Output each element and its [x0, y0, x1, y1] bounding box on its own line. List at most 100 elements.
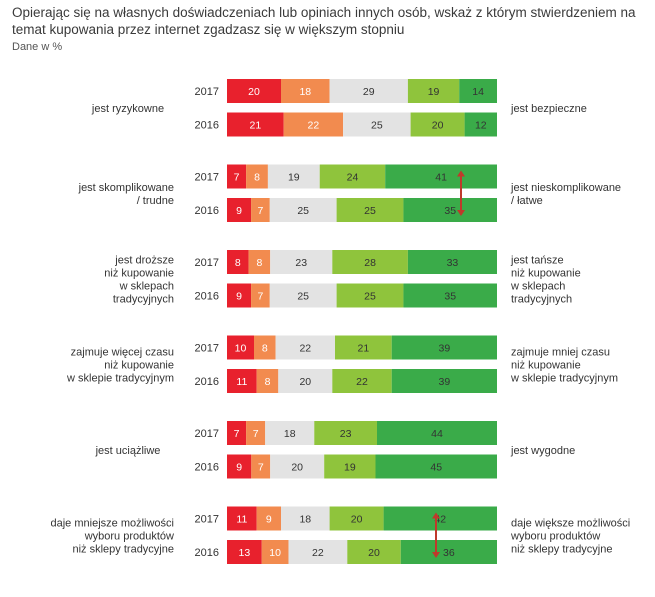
bar-segment — [329, 506, 384, 531]
bar-segment — [281, 79, 330, 103]
data-label: 39 — [439, 376, 451, 388]
data-label: 9 — [236, 462, 242, 474]
data-label: 25 — [297, 291, 309, 303]
left-label: jest skomplikowane — [78, 182, 174, 194]
data-label: 28 — [364, 257, 376, 269]
bar-segment — [269, 283, 337, 308]
year-label: 2016 — [195, 291, 219, 303]
data-label: 18 — [284, 428, 296, 440]
bar-segment — [343, 112, 411, 137]
bar-segment — [227, 112, 284, 137]
right-label: jest tańsze — [510, 254, 564, 266]
bar-segment — [407, 250, 497, 274]
right-label: niż kupowanie — [511, 359, 581, 371]
bar-segment — [227, 79, 281, 103]
bar-segment — [336, 198, 404, 222]
data-label: 7 — [257, 291, 263, 303]
data-label: 14 — [472, 86, 484, 98]
bar-segment — [256, 506, 281, 531]
right-label: wyboru produktów — [510, 530, 600, 542]
bar-segment — [403, 283, 497, 308]
bar-segment — [270, 250, 333, 274]
bar-segment — [283, 112, 344, 137]
left-label: wyboru produktów — [84, 530, 174, 542]
data-label: 7 — [257, 205, 263, 217]
bar-segment — [314, 421, 377, 445]
chart-title: Opierając się na własnych doświadczeniac… — [12, 5, 636, 37]
data-label: 10 — [235, 343, 247, 355]
year-label: 2017 — [195, 428, 219, 440]
left-label: jest droższe — [114, 254, 174, 266]
data-label: 33 — [447, 257, 459, 269]
year-label: 2016 — [195, 376, 219, 388]
bar-segment — [347, 540, 401, 564]
bar-segment — [227, 454, 252, 479]
data-label: 20 — [248, 86, 260, 98]
left-label: w sklepie tradycyjnym — [66, 372, 174, 384]
data-label: 10 — [269, 547, 281, 559]
change-arrow-head-down — [432, 552, 440, 558]
data-label: 22 — [308, 120, 320, 132]
bar-segment — [227, 540, 262, 564]
data-label: 35 — [444, 205, 456, 217]
data-label: 11 — [236, 514, 247, 526]
data-label: 20 — [368, 547, 380, 559]
bar-segment — [391, 369, 497, 393]
year-label: 2016 — [195, 120, 219, 132]
right-label: jest wygodne — [510, 445, 575, 457]
left-label: jest ryzykowne — [91, 103, 164, 115]
bar-segment — [281, 506, 330, 531]
data-label: 13 — [239, 547, 251, 559]
data-label: 35 — [444, 291, 456, 303]
data-label: 9 — [266, 514, 272, 526]
bar-segment — [227, 164, 247, 189]
right-label: jest bezpieczne — [510, 103, 587, 115]
year-label: 2016 — [195, 205, 219, 217]
left-label: niż sklepy tradycyjne — [73, 543, 175, 555]
bar-segment — [227, 283, 252, 308]
data-label: 18 — [299, 514, 311, 526]
data-label: 36 — [443, 547, 455, 559]
data-label: 7 — [253, 428, 259, 440]
bar-segment — [332, 369, 392, 393]
year-label: 2016 — [195, 462, 219, 474]
bar-segment — [251, 283, 270, 308]
data-label: 25 — [297, 205, 309, 217]
data-label: 22 — [356, 376, 368, 388]
left-label: jest uciążliwe — [95, 445, 161, 457]
bar-segment — [383, 506, 497, 531]
right-label: / łatwe — [511, 195, 543, 207]
left-label: tradycyjnych — [113, 293, 174, 305]
bar-segment — [336, 283, 404, 308]
bar-segment — [246, 421, 266, 445]
bar-segment — [251, 198, 270, 222]
data-label: 20 — [291, 462, 303, 474]
data-label: 21 — [358, 343, 370, 355]
bar-segment — [288, 540, 348, 564]
bar-segment — [227, 369, 257, 393]
change-arrow-head-up — [457, 170, 465, 177]
left-label: / trudne — [137, 195, 174, 207]
bar-segment — [278, 369, 333, 393]
data-label: 8 — [256, 257, 262, 269]
data-label: 45 — [430, 462, 442, 474]
bar-segment — [256, 369, 279, 393]
data-label: 12 — [475, 120, 487, 132]
right-label: w sklepach — [510, 280, 565, 292]
right-label: tradycyjnych — [511, 293, 572, 305]
left-label: zajmuje więcej czasu — [71, 346, 174, 358]
bar-segment — [335, 335, 392, 360]
data-label: 20 — [299, 376, 311, 388]
bar-segment — [227, 506, 257, 531]
year-label: 2017 — [195, 172, 219, 184]
bar-segment — [459, 79, 497, 103]
bar-segment — [254, 335, 276, 360]
data-label: 8 — [262, 343, 268, 355]
bar-segment — [407, 79, 460, 103]
left-label: niż kupowanie — [104, 359, 174, 371]
left-label: w sklepach — [119, 280, 174, 292]
data-label: 11 — [236, 376, 247, 388]
data-label: 7 — [258, 462, 264, 474]
data-label: 25 — [371, 120, 383, 132]
data-label: 18 — [299, 86, 311, 98]
